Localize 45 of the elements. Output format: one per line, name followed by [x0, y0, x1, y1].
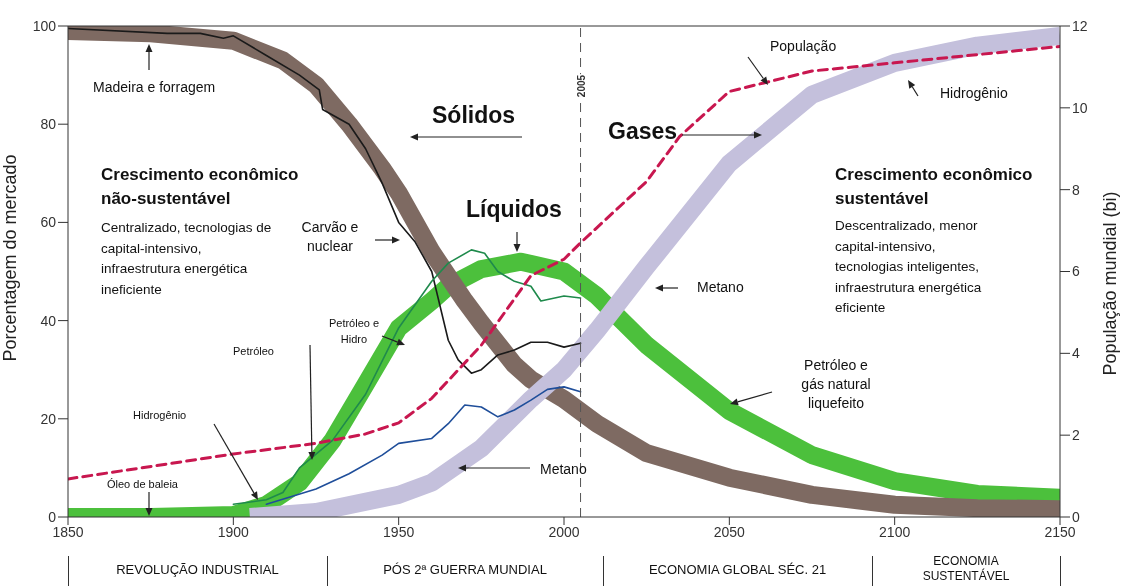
- annotation: Líquidos: [466, 195, 563, 223]
- y2-tick-label: 8: [1072, 181, 1080, 198]
- text: PÓS 2ª GUERRA MUNDIAL: [382, 561, 548, 579]
- annotation: Madeira e forragem: [93, 78, 217, 97]
- x-tick-label: 2000: [548, 523, 580, 540]
- annotation: População: [770, 37, 838, 56]
- y-tick-label: 0: [48, 508, 57, 525]
- x-tick-label: 2050: [713, 523, 746, 540]
- annotation: Metano: [697, 278, 745, 297]
- y-tick-label: 80: [40, 116, 57, 133]
- y-tick-label: 60: [40, 214, 57, 231]
- y2-tick-label: 4: [1072, 345, 1080, 362]
- annotation: Óleo de baleia: [107, 477, 179, 492]
- annotation: Crescimento econômico sustentável: [835, 164, 1034, 210]
- annotation: Gases: [608, 117, 679, 145]
- annotation: Petróleo e Hidro: [327, 316, 381, 347]
- y2-tick-label: 0: [1072, 508, 1080, 525]
- y-tick-label: 20: [40, 410, 57, 427]
- y2-tick-label: 12: [1072, 17, 1088, 34]
- x-tick-label: 2100: [879, 523, 911, 540]
- annotation: Metano: [540, 460, 588, 479]
- annotation: Petróleo: [233, 344, 275, 359]
- x-tick-label: 1950: [383, 523, 415, 540]
- y2-axis-title: População mundial (bi): [1100, 191, 1121, 376]
- annotation: Descentralizado, menor capital-intensivo, tecnologias inteligentes, infraestrutura energética eficiente: [835, 217, 983, 317]
- annotation: Carvão e nuclear: [300, 218, 360, 256]
- annotation: Petróleo e gás natural liquefeito: [800, 356, 872, 413]
- annotation: Crescimento econômico não-sustentável: [101, 164, 300, 210]
- annotation: Centralizado, tecnologias de capital-intensivo, infraestrutura energética ineficiente: [101, 219, 273, 299]
- y-tick-label: 100: [32, 17, 57, 34]
- annotation: Sólidos: [432, 101, 517, 129]
- y-tick-label: 40: [40, 312, 57, 329]
- y-axis-title: Porcentagem do mercado: [0, 154, 21, 362]
- annotation: Hidrogênio: [940, 84, 1009, 103]
- x-tick-label: 1850: [52, 523, 84, 540]
- y2-tick-label: 2: [1072, 427, 1080, 444]
- x-tick-label: 1900: [217, 523, 250, 540]
- text: ECONOMIA GLOBAL SÉC. 21: [647, 561, 828, 579]
- y2-tick-label: 10: [1072, 99, 1088, 116]
- annotation: Hidrogênio: [133, 408, 188, 423]
- y2-tick-label: 6: [1072, 263, 1080, 280]
- text: REVOLUÇÃO INDUSTRIAL: [115, 561, 280, 579]
- ref-line-label: 2005: [575, 74, 587, 98]
- text: ECONOMIA SUSTENTÁVEL: [921, 554, 1011, 584]
- x-tick-label: 2150: [1044, 523, 1076, 540]
